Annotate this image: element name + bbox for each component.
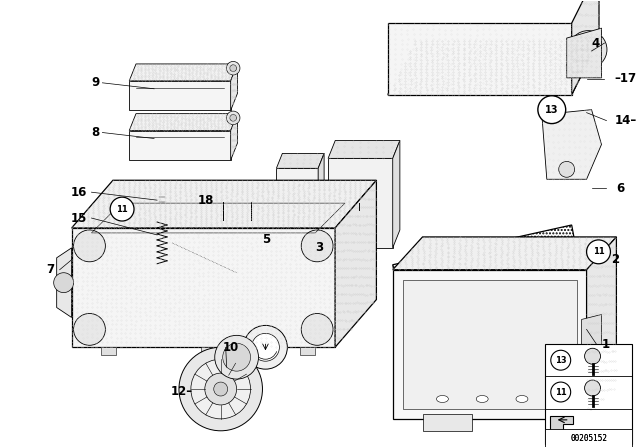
Polygon shape bbox=[129, 64, 237, 81]
Text: I: I bbox=[358, 203, 362, 213]
Ellipse shape bbox=[157, 189, 167, 195]
Ellipse shape bbox=[577, 39, 599, 60]
Ellipse shape bbox=[436, 396, 449, 402]
Polygon shape bbox=[335, 180, 376, 347]
Text: 12–: 12– bbox=[171, 384, 193, 397]
Ellipse shape bbox=[516, 396, 528, 402]
Polygon shape bbox=[422, 414, 472, 431]
Circle shape bbox=[551, 382, 571, 402]
Polygon shape bbox=[230, 64, 237, 110]
Circle shape bbox=[538, 96, 566, 124]
Text: 10: 10 bbox=[222, 341, 239, 354]
Polygon shape bbox=[101, 347, 116, 355]
Polygon shape bbox=[572, 0, 599, 95]
Polygon shape bbox=[545, 429, 632, 447]
Polygon shape bbox=[393, 237, 616, 270]
Circle shape bbox=[292, 190, 302, 200]
Circle shape bbox=[587, 240, 611, 264]
Polygon shape bbox=[582, 314, 602, 349]
Polygon shape bbox=[318, 153, 324, 233]
Polygon shape bbox=[393, 225, 587, 345]
Polygon shape bbox=[328, 159, 393, 248]
Circle shape bbox=[227, 111, 240, 125]
Polygon shape bbox=[201, 347, 216, 355]
Polygon shape bbox=[393, 141, 400, 248]
Text: 16: 16 bbox=[71, 185, 88, 198]
Polygon shape bbox=[545, 345, 632, 444]
Ellipse shape bbox=[476, 396, 488, 402]
Polygon shape bbox=[388, 40, 599, 95]
Circle shape bbox=[215, 336, 259, 379]
Polygon shape bbox=[300, 347, 315, 355]
Circle shape bbox=[191, 359, 250, 419]
Text: 2: 2 bbox=[611, 253, 620, 266]
Text: 11: 11 bbox=[555, 388, 566, 396]
Circle shape bbox=[584, 380, 600, 396]
Text: 1: 1 bbox=[602, 338, 610, 351]
Circle shape bbox=[288, 186, 306, 204]
Text: 00205152: 00205152 bbox=[570, 434, 607, 443]
Text: 9: 9 bbox=[91, 76, 99, 89]
Text: 5: 5 bbox=[262, 233, 271, 246]
Circle shape bbox=[227, 61, 240, 75]
Text: 14–: 14– bbox=[614, 114, 637, 127]
Circle shape bbox=[223, 343, 250, 371]
Circle shape bbox=[301, 314, 333, 345]
Circle shape bbox=[584, 348, 600, 364]
Polygon shape bbox=[328, 141, 400, 159]
Ellipse shape bbox=[228, 196, 246, 208]
Circle shape bbox=[205, 373, 237, 405]
Text: 8: 8 bbox=[91, 126, 99, 139]
Circle shape bbox=[179, 347, 262, 431]
Circle shape bbox=[74, 230, 106, 262]
Text: 00205152: 00205152 bbox=[570, 434, 607, 443]
Circle shape bbox=[301, 230, 333, 262]
Ellipse shape bbox=[569, 30, 607, 69]
Circle shape bbox=[230, 115, 237, 121]
Text: 7: 7 bbox=[47, 263, 54, 276]
Circle shape bbox=[54, 273, 74, 293]
Polygon shape bbox=[393, 270, 587, 419]
Circle shape bbox=[230, 65, 237, 72]
Polygon shape bbox=[129, 81, 230, 110]
Circle shape bbox=[74, 314, 106, 345]
Ellipse shape bbox=[223, 213, 250, 227]
Polygon shape bbox=[403, 280, 577, 409]
Polygon shape bbox=[72, 180, 376, 228]
Polygon shape bbox=[542, 110, 602, 179]
Polygon shape bbox=[587, 237, 616, 419]
Polygon shape bbox=[57, 248, 72, 318]
Text: 6: 6 bbox=[616, 182, 625, 195]
Circle shape bbox=[559, 161, 575, 177]
Polygon shape bbox=[157, 192, 167, 214]
Text: 15: 15 bbox=[71, 211, 88, 224]
Text: –17: –17 bbox=[614, 72, 637, 86]
Polygon shape bbox=[388, 23, 572, 95]
Text: 13: 13 bbox=[555, 356, 566, 365]
Text: 18: 18 bbox=[197, 194, 214, 207]
Polygon shape bbox=[129, 130, 230, 160]
Polygon shape bbox=[566, 28, 602, 78]
Polygon shape bbox=[230, 114, 237, 160]
Polygon shape bbox=[276, 168, 318, 233]
Polygon shape bbox=[129, 114, 237, 130]
Text: 11: 11 bbox=[593, 247, 604, 256]
Circle shape bbox=[214, 382, 228, 396]
Polygon shape bbox=[72, 228, 335, 347]
Circle shape bbox=[244, 325, 287, 369]
Polygon shape bbox=[550, 416, 627, 444]
Circle shape bbox=[551, 350, 571, 370]
Circle shape bbox=[252, 333, 280, 361]
Polygon shape bbox=[276, 153, 324, 168]
Circle shape bbox=[110, 197, 134, 221]
Text: 13: 13 bbox=[545, 105, 559, 115]
Text: 4: 4 bbox=[591, 37, 600, 50]
Ellipse shape bbox=[223, 192, 250, 212]
Text: 3: 3 bbox=[315, 241, 323, 254]
Text: 11: 11 bbox=[116, 205, 128, 214]
